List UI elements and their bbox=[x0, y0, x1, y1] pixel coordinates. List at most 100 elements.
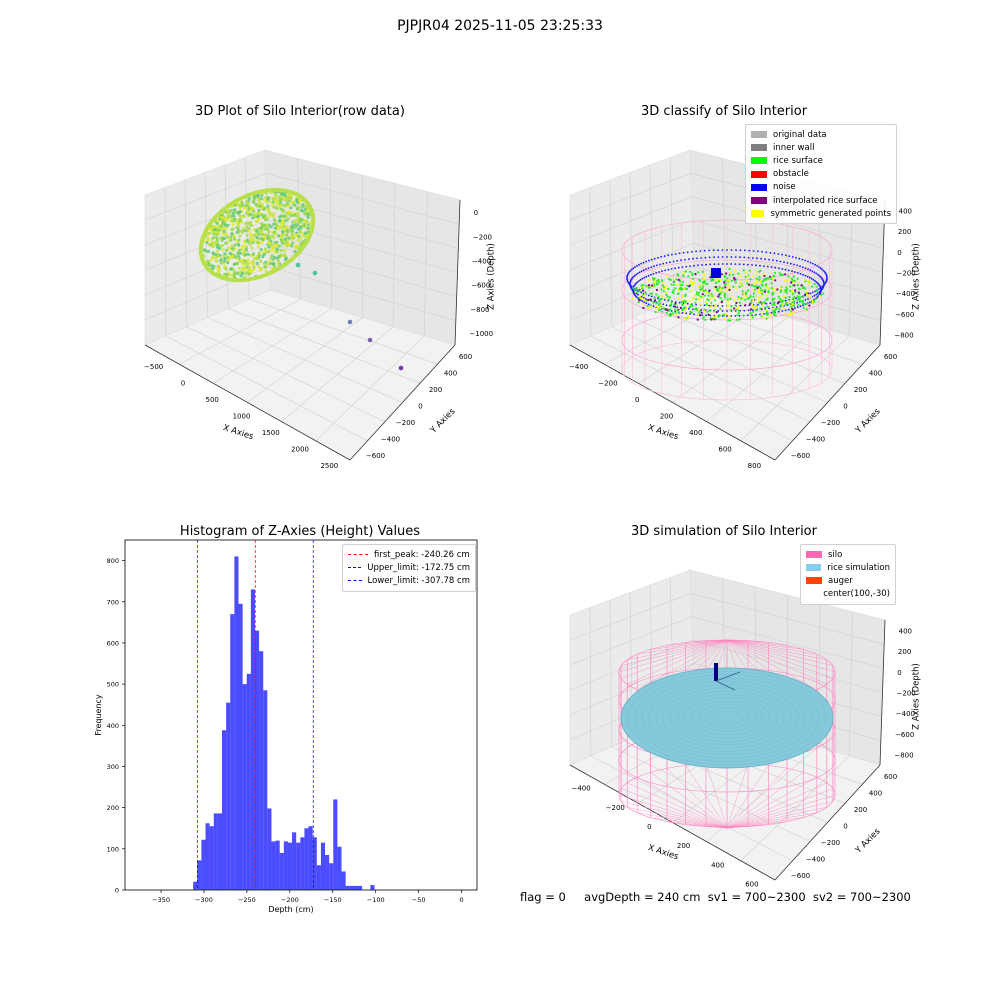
raw-point bbox=[249, 237, 253, 241]
raw-point bbox=[263, 265, 267, 269]
noise-point bbox=[777, 253, 780, 255]
surface-point bbox=[735, 287, 738, 290]
noise-point bbox=[681, 266, 684, 268]
noise-point bbox=[641, 277, 644, 280]
raw-point bbox=[290, 225, 294, 229]
noise-point bbox=[713, 256, 715, 259]
raw-point bbox=[216, 231, 220, 235]
surface-point bbox=[760, 294, 764, 297]
noise-point bbox=[816, 296, 819, 298]
surface-point bbox=[774, 314, 777, 317]
rice-mesh-line bbox=[648, 681, 806, 756]
surface-point bbox=[658, 298, 662, 301]
surface-point bbox=[638, 289, 641, 292]
surface-point bbox=[798, 297, 801, 300]
raw-point bbox=[303, 231, 307, 235]
surface-point bbox=[752, 282, 756, 285]
silo-bottom-spoke bbox=[726, 788, 833, 829]
rice-mesh-line bbox=[704, 707, 750, 729]
histogram-panel: −350 −300 −250 −200 −150 −100 −50 0 0 100 200 300 40… bbox=[94, 539, 478, 914]
histogram-bar bbox=[263, 690, 268, 890]
raw-point bbox=[267, 245, 271, 249]
raw-point bbox=[255, 236, 259, 240]
surface-point bbox=[676, 273, 679, 276]
surface-point bbox=[752, 310, 755, 313]
silo-bottom-spoke bbox=[726, 782, 827, 829]
histogram-bar bbox=[341, 871, 346, 890]
surface-point bbox=[792, 302, 795, 305]
surface-point bbox=[662, 281, 665, 284]
noise-point bbox=[674, 301, 677, 303]
noise-point bbox=[647, 303, 650, 306]
noise-point bbox=[738, 314, 741, 317]
raw-point bbox=[284, 204, 288, 208]
surface-point bbox=[676, 283, 679, 286]
surface-point bbox=[744, 295, 747, 298]
p4-x-tick-label: 0 bbox=[647, 823, 651, 831]
noise-point bbox=[636, 265, 638, 267]
raw-point bbox=[240, 200, 244, 204]
surface-point bbox=[631, 297, 634, 300]
raw-point bbox=[224, 241, 228, 245]
surface-point bbox=[789, 289, 792, 292]
raw-point bbox=[233, 243, 237, 247]
noise-point bbox=[676, 306, 679, 309]
surface-point bbox=[761, 292, 764, 295]
surface-point bbox=[746, 289, 750, 292]
silo-bottom-spoke bbox=[726, 765, 769, 829]
p2-grid-line bbox=[692, 219, 883, 273]
raw-point bbox=[301, 205, 305, 209]
raw-point bbox=[279, 201, 283, 205]
raw-point bbox=[211, 251, 215, 255]
p1-y-tick-label: −400 bbox=[381, 435, 400, 443]
raw-point bbox=[251, 241, 255, 245]
p4-grid-line bbox=[691, 616, 884, 669]
silo-bottom-spoke bbox=[650, 817, 728, 829]
p2-z-tick-label: −400 bbox=[896, 290, 915, 298]
surface-point bbox=[644, 291, 647, 294]
surface-point bbox=[709, 276, 712, 279]
p1-grid-line bbox=[266, 196, 459, 249]
noise-point bbox=[734, 310, 737, 312]
noise-point bbox=[669, 261, 671, 264]
raw-point bbox=[283, 243, 288, 247]
noise-point bbox=[814, 290, 816, 293]
noise-point bbox=[730, 315, 733, 317]
raw-point bbox=[268, 259, 272, 263]
surface-point bbox=[672, 278, 675, 281]
noise-point bbox=[819, 290, 822, 293]
legend-entry: interpolated rice surface bbox=[751, 194, 891, 207]
raw-point bbox=[242, 250, 247, 254]
p1-x-tick-label: 1000 bbox=[233, 413, 251, 421]
noise-point bbox=[691, 250, 693, 253]
surface-point bbox=[682, 274, 685, 277]
surface-point bbox=[759, 280, 762, 283]
noise-point bbox=[787, 269, 790, 272]
surface-point bbox=[686, 284, 689, 287]
noise-point bbox=[661, 270, 663, 273]
surface-point bbox=[738, 301, 741, 304]
legend-entry: obstacle bbox=[751, 168, 891, 181]
histogram-bar bbox=[337, 846, 342, 890]
histogram-bar bbox=[271, 841, 276, 890]
raw-point bbox=[238, 210, 242, 214]
surface-point bbox=[719, 292, 722, 295]
surface-point bbox=[693, 308, 697, 311]
raw-point bbox=[274, 243, 278, 247]
surface-point bbox=[666, 295, 669, 298]
surface-point bbox=[721, 287, 724, 290]
noise-point bbox=[650, 273, 652, 276]
surface-point bbox=[675, 278, 678, 281]
raw-point bbox=[231, 222, 235, 227]
raw-point bbox=[228, 251, 232, 255]
surface-point bbox=[733, 278, 736, 281]
surface-point bbox=[766, 305, 769, 308]
surface-point bbox=[647, 307, 650, 310]
noise-point bbox=[748, 304, 751, 307]
noise-point bbox=[781, 268, 784, 270]
surface-point bbox=[728, 286, 731, 289]
surface-point bbox=[707, 313, 710, 316]
surface-point bbox=[660, 304, 663, 307]
status-line: flag = 0 avgDepth = 240 cm sv1 = 700~230… bbox=[520, 890, 911, 904]
surface-point bbox=[725, 272, 728, 275]
